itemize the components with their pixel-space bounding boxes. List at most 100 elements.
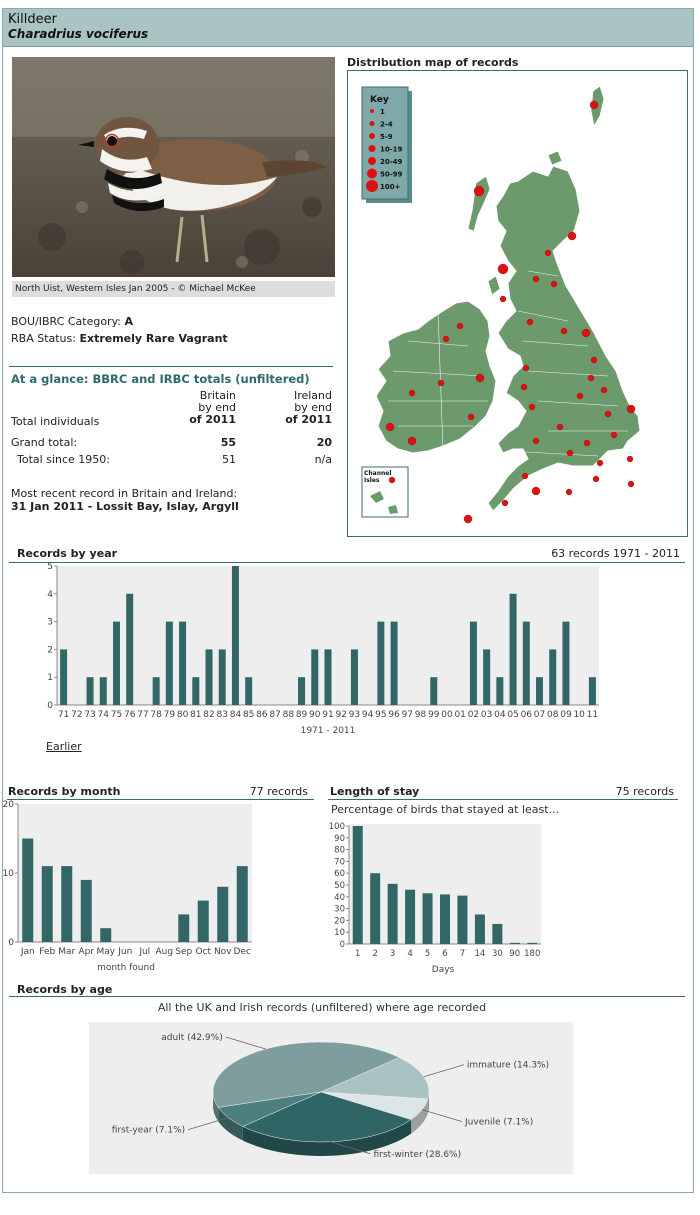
map-key-label: 50-99 — [380, 171, 403, 179]
month-xtick-label: Jul — [138, 947, 150, 957]
month-bar — [100, 928, 112, 942]
year-ytick-label: 5 — [47, 562, 53, 572]
year-xtick-label: 97 — [402, 710, 413, 720]
pie-leader-line — [423, 1064, 464, 1078]
map-key-label: 10-19 — [380, 146, 403, 154]
map-key-title: Key — [370, 95, 389, 105]
map-record-dot — [473, 185, 485, 197]
stay-xtick-label: 180 — [524, 949, 540, 959]
map-islay — [487, 275, 501, 296]
year-bar — [483, 649, 491, 705]
map-record-dot — [566, 449, 574, 457]
year-xtick-label: 76 — [124, 710, 136, 720]
stay-bar — [352, 826, 363, 944]
map-record-dot — [626, 455, 634, 463]
map-record-dot — [626, 404, 636, 414]
britain-head-1: Britain — [199, 389, 236, 402]
britain-head-2: by end — [198, 401, 236, 414]
year-bar — [245, 677, 253, 705]
stay-bar — [509, 942, 520, 944]
year-bar — [298, 677, 306, 705]
map-key-label: 1 — [380, 108, 385, 116]
year-xtick-label: 77 — [137, 710, 148, 720]
stay-xtick-label: 3 — [390, 949, 395, 959]
year-bar — [218, 649, 226, 705]
stay-ytick-label: 80 — [334, 846, 345, 856]
stay-ytick-label: 30 — [334, 905, 345, 915]
year-bar — [522, 621, 530, 705]
stay-bar — [440, 894, 450, 944]
map-key-label: 2-4 — [380, 121, 393, 129]
species-header: Killdeer Charadrius vociferus — [3, 9, 693, 47]
map-record-dot — [475, 373, 485, 383]
month-xtick-label: Nov — [214, 947, 232, 957]
since-1950-label: Total since 1950: — [17, 453, 110, 466]
stay-xtick-label: 4 — [407, 949, 412, 959]
bird-photo-image — [12, 57, 335, 277]
month-ytick-label: 0 — [8, 938, 14, 948]
year-xtick-label: 80 — [177, 710, 189, 720]
map-record-dot — [463, 514, 473, 524]
map-record-dot — [467, 413, 475, 421]
map-record-dot — [407, 436, 417, 446]
year-xtick-label: 09 — [560, 710, 572, 720]
map-county-lines — [388, 270, 628, 457]
year-section-title: Records by year — [17, 547, 118, 560]
pie-slice — [242, 1091, 412, 1143]
year-ytick-label: 4 — [47, 590, 53, 600]
photo-caption: North Uist, Western Isles Jan 2005 - © M… — [12, 281, 335, 297]
month-xtick-label: Jan — [20, 947, 35, 957]
year-xtick-label: 87 — [269, 710, 280, 720]
year-bar — [165, 621, 173, 705]
year-bar — [311, 649, 319, 705]
year-xtick-label: 93 — [349, 710, 360, 720]
year-xtick-label: 07 — [534, 710, 545, 720]
pie-leader-line — [421, 1109, 463, 1123]
year-xtick-label: 73 — [84, 710, 95, 720]
stay-xtick-label: 1 — [355, 949, 360, 959]
month-section-summary: 77 records — [249, 785, 308, 798]
year-xtick-label: 95 — [375, 710, 386, 720]
year-xtick-label: 04 — [494, 710, 506, 720]
map-title: Distribution map of records — [347, 56, 519, 69]
map-record-dot — [501, 499, 509, 507]
year-bar — [231, 566, 239, 705]
category-label: BOU/IBRC Category: — [11, 315, 121, 328]
month-bar — [61, 866, 73, 942]
pie-label: first-winter (28.6%) — [373, 1150, 461, 1160]
map-record-dot — [576, 392, 584, 400]
earlier-link[interactable]: Earlier — [46, 740, 82, 753]
species-latin-name: Charadrius vociferus — [8, 27, 149, 41]
rba-label: RBA Status: — [11, 332, 76, 345]
britain-head-3: of 2011 — [189, 413, 236, 426]
pie-label: immature (14.3%) — [467, 1061, 549, 1071]
year-bar — [192, 677, 200, 705]
age-pie-chart: adult (42.9%) immature (14.3%) Juvenile (7… — [89, 1022, 573, 1174]
map-key-dot — [368, 145, 376, 152]
stay-ytick-label: 10 — [334, 928, 345, 938]
year-bar — [112, 621, 120, 705]
pie-label: adult (42.9%) — [161, 1033, 222, 1043]
map-key-label: 100+ — [380, 183, 401, 191]
grand-total-label: Grand total: — [11, 436, 78, 449]
month-bar — [217, 886, 229, 942]
year-xtick-label: 05 — [507, 710, 518, 720]
year-xtick-label: 88 — [283, 710, 295, 720]
pie-slice-side — [218, 1107, 243, 1141]
year-bar — [390, 621, 398, 705]
year-xtick-label: 84 — [230, 710, 242, 720]
map-record-dot — [604, 410, 612, 418]
map-key-label: 20-49 — [380, 158, 403, 166]
ireland-head-2: by end — [294, 401, 332, 414]
since-1950-britain: 51 — [222, 453, 236, 466]
year-xtick-label: 81 — [190, 710, 201, 720]
age-rule — [9, 996, 685, 997]
stay-bar — [474, 914, 485, 944]
map-record-dot — [528, 403, 536, 411]
stay-bar — [492, 923, 503, 944]
stay-bar — [387, 883, 398, 944]
map-record-dot — [587, 374, 595, 382]
month-xtick-label: Oct — [195, 947, 211, 957]
year-bar — [562, 621, 570, 705]
year-xtick-label: 98 — [415, 710, 427, 720]
